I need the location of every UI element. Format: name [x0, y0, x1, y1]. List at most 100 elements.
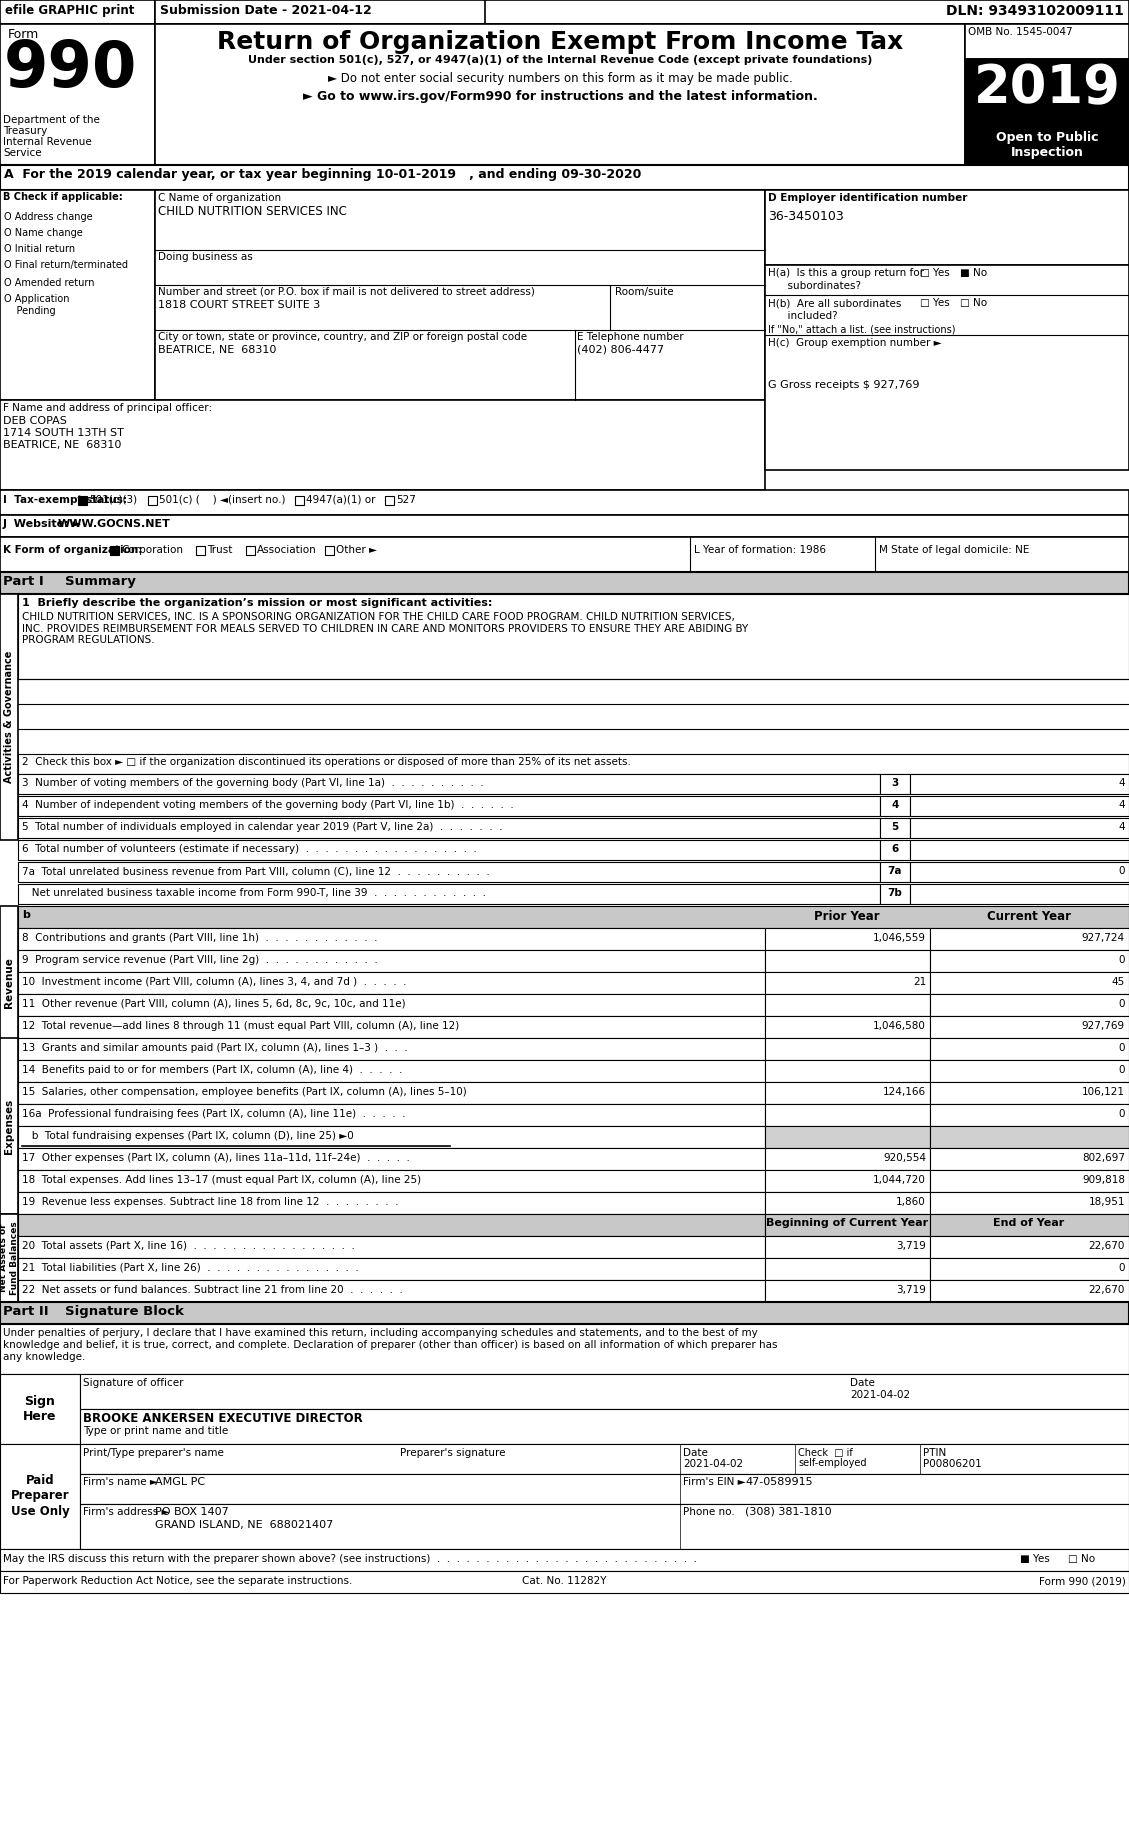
Text: 21  Total liabilities (Part X, line 26)  .  .  .  .  .  .  .  .  .  .  .  .  .  : 21 Total liabilities (Part X, line 26) .… — [21, 1262, 359, 1273]
Text: Net Assets or
Fund Balances: Net Assets or Fund Balances — [0, 1220, 19, 1295]
Text: Doing business as: Doing business as — [158, 252, 253, 261]
Bar — [930, 1169, 1129, 1191]
Text: 1,044,720: 1,044,720 — [873, 1175, 926, 1186]
Bar — [0, 906, 18, 1060]
Bar — [18, 775, 879, 795]
Text: O Address change: O Address change — [5, 212, 93, 223]
Bar — [879, 840, 910, 861]
Bar — [910, 840, 1129, 861]
Bar — [0, 0, 1129, 24]
Text: 1,046,559: 1,046,559 — [873, 934, 926, 943]
Text: 527: 527 — [396, 495, 415, 504]
Text: Preparer's signature: Preparer's signature — [400, 1449, 506, 1458]
Bar — [246, 546, 255, 555]
Text: 909,818: 909,818 — [1082, 1175, 1124, 1186]
Bar — [0, 24, 155, 164]
Text: 3: 3 — [892, 778, 899, 787]
Text: CHILD NUTRITION SERVICES INC: CHILD NUTRITION SERVICES INC — [158, 205, 347, 217]
Text: WWW.GOCNS.NET: WWW.GOCNS.NET — [58, 519, 170, 530]
Bar — [0, 190, 155, 400]
Bar — [18, 884, 879, 904]
Text: Association: Association — [257, 544, 317, 555]
Bar — [0, 537, 1129, 572]
Bar — [155, 24, 965, 164]
Text: Sign
Here: Sign Here — [24, 1396, 56, 1423]
Bar — [930, 1104, 1129, 1125]
Text: Cat. No. 11282Y: Cat. No. 11282Y — [522, 1577, 606, 1586]
Text: 9  Program service revenue (Part VIII, line 2g)  .  .  .  .  .  .  .  .  .  .  .: 9 Program service revenue (Part VIII, li… — [21, 956, 378, 965]
Bar — [930, 1259, 1129, 1281]
Text: BEATRICE, NE  68310: BEATRICE, NE 68310 — [3, 440, 122, 449]
Text: ■ Yes: ■ Yes — [1019, 1555, 1050, 1564]
Text: 0: 0 — [1119, 1109, 1124, 1118]
Text: 3,719: 3,719 — [896, 1284, 926, 1295]
Bar — [0, 1374, 80, 1443]
Text: Current Year: Current Year — [987, 910, 1071, 923]
Text: Check  □ if: Check □ if — [798, 1449, 852, 1458]
Text: 1818 COURT STREET SUITE 3: 1818 COURT STREET SUITE 3 — [158, 300, 321, 311]
Bar — [765, 1191, 930, 1213]
Bar — [0, 1549, 1129, 1571]
Bar — [18, 950, 765, 972]
Text: 3  Number of voting members of the governing body (Part VI, line 1a)  .  .  .  .: 3 Number of voting members of the govern… — [21, 778, 483, 787]
Text: Open to Public
Inspection: Open to Public Inspection — [996, 132, 1099, 159]
Text: I  Tax-exempt status:: I Tax-exempt status: — [3, 495, 126, 504]
Text: K Form of organization:: K Form of organization: — [3, 544, 142, 555]
Text: PO BOX 1407: PO BOX 1407 — [155, 1507, 229, 1516]
Text: 0: 0 — [1119, 866, 1124, 875]
Text: Revenue: Revenue — [5, 957, 14, 1009]
Text: Other ►: Other ► — [336, 544, 377, 555]
Text: 36-3450103: 36-3450103 — [768, 210, 843, 223]
Text: 802,697: 802,697 — [1082, 1153, 1124, 1164]
Text: P00806201: P00806201 — [924, 1460, 982, 1469]
Text: Submission Date - 2021-04-12: Submission Date - 2021-04-12 — [160, 4, 371, 16]
Bar — [765, 1125, 930, 1147]
Text: E Telephone number: E Telephone number — [577, 333, 684, 342]
Text: knowledge and belief, it is true, correct, and complete. Declaration of preparer: knowledge and belief, it is true, correc… — [3, 1339, 778, 1350]
Text: Summary: Summary — [65, 576, 135, 588]
Text: efile GRAPHIC print: efile GRAPHIC print — [5, 4, 134, 16]
Text: G Gross receipts $ 927,769: G Gross receipts $ 927,769 — [768, 380, 919, 389]
Bar — [879, 884, 910, 904]
Text: 11  Other revenue (Part VIII, column (A), lines 5, 6d, 8c, 9c, 10c, and 11e): 11 Other revenue (Part VIII, column (A),… — [21, 999, 405, 1009]
Text: 0: 0 — [1119, 1262, 1124, 1273]
Bar — [78, 495, 87, 504]
Text: H(b)  Are all subordinates: H(b) Are all subordinates — [768, 298, 901, 309]
Bar — [18, 1169, 765, 1191]
Text: 4: 4 — [891, 800, 899, 809]
Bar — [0, 594, 18, 840]
Bar — [18, 1016, 765, 1038]
Text: A  For the 2019 calendar year, or tax year beginning 10-01-2019   , and ending 0: A For the 2019 calendar year, or tax yea… — [5, 168, 641, 181]
Text: Under penalties of perjury, I declare that I have examined this return, includin: Under penalties of perjury, I declare th… — [3, 1328, 758, 1337]
Bar — [0, 572, 1129, 594]
Bar — [18, 1213, 765, 1237]
Text: any knowledge.: any knowledge. — [3, 1352, 86, 1361]
Text: 15  Salaries, other compensation, employee benefits (Part IX, column (A), lines : 15 Salaries, other compensation, employe… — [21, 1087, 466, 1096]
Bar — [18, 1038, 765, 1060]
Text: 6: 6 — [892, 844, 899, 853]
Text: 124,166: 124,166 — [883, 1087, 926, 1096]
Text: 106,121: 106,121 — [1082, 1087, 1124, 1096]
Text: Internal Revenue: Internal Revenue — [3, 137, 91, 146]
Bar — [18, 1147, 765, 1169]
Bar — [18, 1125, 765, 1147]
Text: D Employer identification number: D Employer identification number — [768, 194, 968, 203]
Text: 22  Net assets or fund balances. Subtract line 21 from line 20  .  .  .  .  .  .: 22 Net assets or fund balances. Subtract… — [21, 1284, 403, 1295]
Bar — [0, 1325, 1129, 1374]
Text: 4  Number of independent voting members of the governing body (Part VI, line 1b): 4 Number of independent voting members o… — [21, 800, 514, 809]
Text: O Name change: O Name change — [5, 228, 82, 238]
Bar — [910, 775, 1129, 795]
Text: 22,670: 22,670 — [1088, 1241, 1124, 1251]
Text: Corporation: Corporation — [121, 544, 183, 555]
Bar — [930, 972, 1129, 994]
Text: 501(c)(3): 501(c)(3) — [89, 495, 137, 504]
Text: For Paperwork Reduction Act Notice, see the separate instructions.: For Paperwork Reduction Act Notice, see … — [3, 1577, 352, 1586]
Text: 0: 0 — [1119, 1065, 1124, 1074]
Text: 4: 4 — [1119, 822, 1124, 831]
Text: Service: Service — [3, 148, 42, 157]
Bar — [765, 1082, 930, 1104]
Text: Signature of officer: Signature of officer — [84, 1378, 184, 1389]
Bar — [765, 928, 930, 950]
Bar — [18, 1082, 765, 1104]
Bar — [155, 190, 765, 400]
